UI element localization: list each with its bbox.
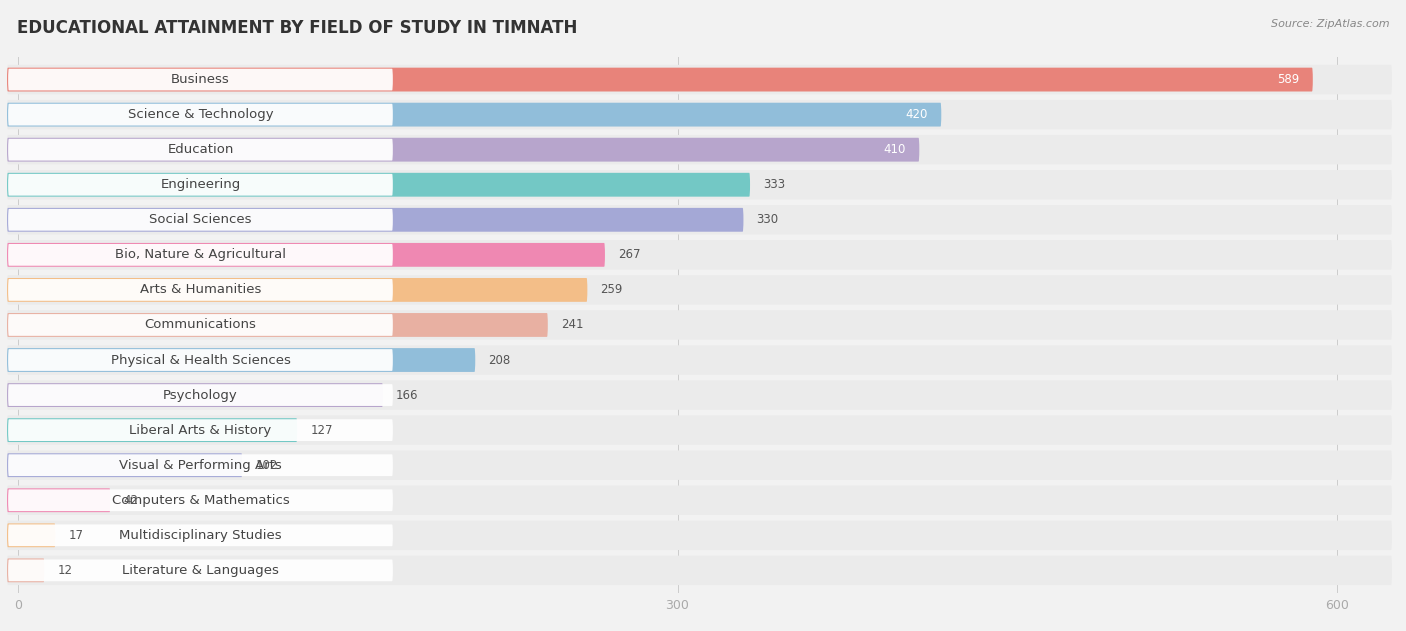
FancyBboxPatch shape [7, 380, 1392, 410]
FancyBboxPatch shape [7, 313, 548, 337]
FancyBboxPatch shape [7, 278, 588, 302]
FancyBboxPatch shape [7, 103, 941, 127]
FancyBboxPatch shape [8, 174, 392, 196]
Text: Multidisciplinary Studies: Multidisciplinary Studies [120, 529, 281, 542]
FancyBboxPatch shape [7, 65, 1392, 94]
FancyBboxPatch shape [7, 521, 1392, 550]
FancyBboxPatch shape [7, 345, 1392, 375]
Text: 17: 17 [69, 529, 83, 542]
FancyBboxPatch shape [7, 100, 1392, 129]
FancyBboxPatch shape [7, 138, 920, 162]
Text: 166: 166 [396, 389, 419, 401]
FancyBboxPatch shape [7, 135, 1392, 165]
Text: Computers & Mathematics: Computers & Mathematics [111, 493, 290, 507]
FancyBboxPatch shape [7, 275, 1392, 305]
FancyBboxPatch shape [8, 279, 392, 301]
Text: 42: 42 [124, 493, 139, 507]
FancyBboxPatch shape [8, 490, 392, 511]
FancyBboxPatch shape [7, 170, 1392, 199]
Text: 259: 259 [600, 283, 623, 297]
FancyBboxPatch shape [7, 240, 1392, 269]
Text: Business: Business [172, 73, 229, 86]
FancyBboxPatch shape [7, 208, 744, 232]
Text: Engineering: Engineering [160, 178, 240, 191]
Text: 410: 410 [884, 143, 905, 156]
Text: Visual & Performing Arts: Visual & Performing Arts [120, 459, 281, 472]
FancyBboxPatch shape [8, 349, 392, 371]
FancyBboxPatch shape [7, 418, 297, 442]
Text: 330: 330 [756, 213, 779, 227]
FancyBboxPatch shape [7, 558, 45, 582]
FancyBboxPatch shape [7, 523, 55, 547]
Text: Literature & Languages: Literature & Languages [122, 564, 278, 577]
FancyBboxPatch shape [8, 139, 392, 160]
Text: 12: 12 [58, 564, 73, 577]
Text: Bio, Nature & Agricultural: Bio, Nature & Agricultural [115, 249, 285, 261]
Text: Education: Education [167, 143, 233, 156]
FancyBboxPatch shape [7, 451, 1392, 480]
FancyBboxPatch shape [8, 314, 392, 336]
FancyBboxPatch shape [8, 454, 392, 476]
Text: Liberal Arts & History: Liberal Arts & History [129, 423, 271, 437]
FancyBboxPatch shape [7, 485, 1392, 515]
FancyBboxPatch shape [8, 103, 392, 126]
Text: Psychology: Psychology [163, 389, 238, 401]
Text: Science & Technology: Science & Technology [128, 108, 273, 121]
Text: 267: 267 [619, 249, 641, 261]
Text: Communications: Communications [145, 319, 256, 331]
Text: Source: ZipAtlas.com: Source: ZipAtlas.com [1271, 19, 1389, 29]
Text: Social Sciences: Social Sciences [149, 213, 252, 227]
Text: Arts & Humanities: Arts & Humanities [139, 283, 262, 297]
Text: 102: 102 [256, 459, 278, 472]
Text: 589: 589 [1278, 73, 1299, 86]
FancyBboxPatch shape [7, 243, 605, 267]
FancyBboxPatch shape [7, 415, 1392, 445]
FancyBboxPatch shape [7, 556, 1392, 585]
FancyBboxPatch shape [8, 244, 392, 266]
FancyBboxPatch shape [7, 383, 382, 407]
FancyBboxPatch shape [8, 560, 392, 581]
FancyBboxPatch shape [7, 453, 242, 477]
Text: 420: 420 [905, 108, 928, 121]
Text: 241: 241 [561, 319, 583, 331]
FancyBboxPatch shape [7, 348, 475, 372]
Text: EDUCATIONAL ATTAINMENT BY FIELD OF STUDY IN TIMNATH: EDUCATIONAL ATTAINMENT BY FIELD OF STUDY… [17, 19, 578, 37]
FancyBboxPatch shape [7, 310, 1392, 339]
Text: 333: 333 [763, 178, 786, 191]
FancyBboxPatch shape [7, 205, 1392, 235]
FancyBboxPatch shape [7, 488, 110, 512]
FancyBboxPatch shape [7, 173, 749, 197]
FancyBboxPatch shape [7, 68, 1313, 91]
FancyBboxPatch shape [8, 524, 392, 546]
FancyBboxPatch shape [8, 209, 392, 231]
FancyBboxPatch shape [8, 419, 392, 441]
FancyBboxPatch shape [8, 384, 392, 406]
Text: 127: 127 [311, 423, 333, 437]
Text: 208: 208 [488, 353, 510, 367]
Text: Physical & Health Sciences: Physical & Health Sciences [111, 353, 291, 367]
FancyBboxPatch shape [8, 69, 392, 90]
